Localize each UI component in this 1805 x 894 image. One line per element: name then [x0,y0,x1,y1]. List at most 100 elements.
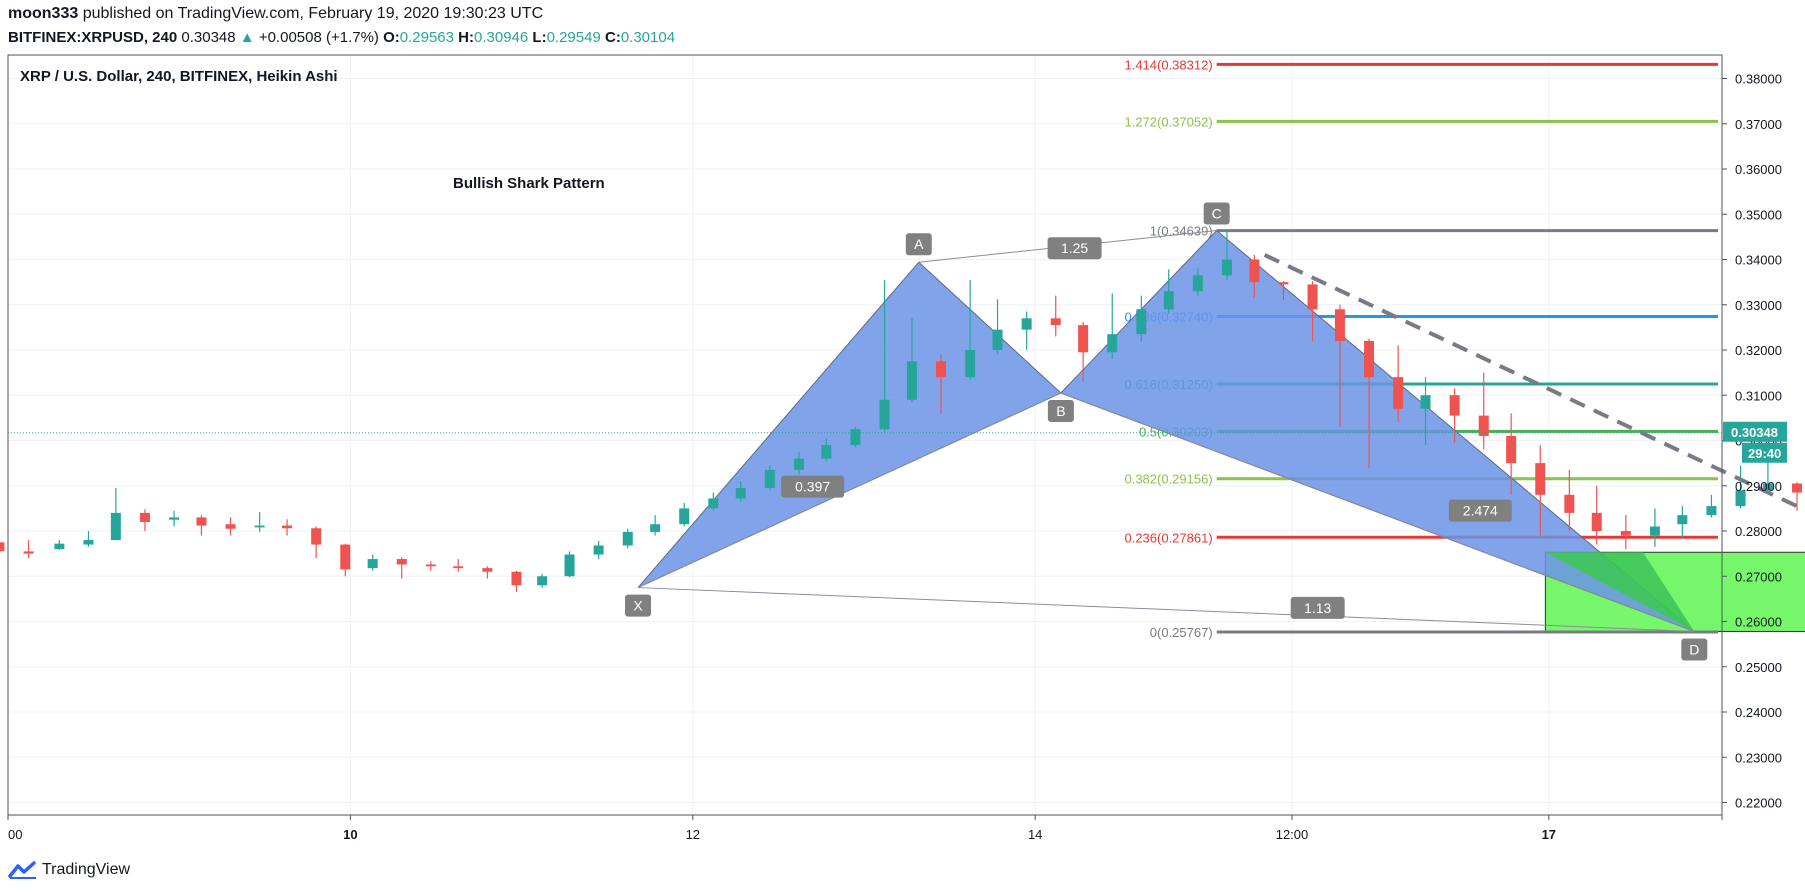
candles [0,230,1803,593]
candle-body [1163,291,1174,310]
y-tick-label: 0.28000 [1735,524,1782,539]
point-marker [1681,638,1708,661]
close-label: C: [604,29,621,46]
candle-body [1620,531,1631,536]
fib-label: 0(0.25767) [1150,625,1213,640]
pattern-connector [637,587,1695,632]
candle-body [965,350,976,378]
candle-body [1762,483,1773,491]
y-tick-label: 0.27000 [1735,569,1782,584]
candle-body [793,458,804,470]
chart-title: XRP / U.S. Dollar, 240, BITFINEX, Heikin… [20,68,338,85]
y-tick-label: 0.36000 [1735,162,1782,177]
candle-body [1334,309,1345,341]
candle-body [1792,483,1803,493]
axes: 0.38000 0.37000 0.36000 0.35000 0.34000 0.330… [7,54,1787,842]
pattern-title: Bullish Shark Pattern [453,175,605,192]
open-label: O: [383,29,400,46]
y-tick-label: 0.29000 [1735,479,1782,494]
candle-body [1192,275,1203,292]
candle-body [1677,515,1688,525]
pattern-overlap [1545,552,1695,632]
candle-body [1364,340,1375,378]
dashed-trend-line [1263,253,1805,513]
y-tick-label: 0.22000 [1735,796,1782,811]
last-price-badge [1723,421,1787,442]
ratio-label: 1.25 [1061,240,1088,256]
y-tick-label: 0.37000 [1735,117,1782,132]
candle-body [1307,284,1318,310]
x-tick-label: 14 [1028,827,1042,842]
high-value: 0.30946 [474,29,529,46]
publish-info: moon333 published on TradingView.com, Fe… [8,5,543,23]
candle-body [1021,318,1032,330]
pattern-connector [637,392,1062,589]
candle-body [1506,435,1517,464]
candle-body [1420,395,1431,409]
point-label: X [633,598,643,614]
candle-body [453,566,464,569]
candle-body [1564,494,1575,513]
y-tick-label: 0.33000 [1735,298,1782,313]
candle-body [1449,395,1460,416]
candle-body [83,540,94,545]
change-arrow-icon: ▲ [239,29,255,46]
ratio-marker [1290,596,1345,619]
symbol-name: BITFINEX:XRPUSD, 240 [8,29,178,46]
candle-body [735,488,746,499]
candle-body [23,551,34,554]
tradingview-logo[interactable]: TradingView [8,860,130,880]
candle-body [482,568,493,572]
candle-body [511,571,522,586]
shark-pattern [637,229,1695,632]
x-tick-label: 12 [686,827,700,842]
candle-body [1535,463,1546,495]
candle-body [196,517,207,526]
candle-body [537,576,548,586]
candle-body [1706,506,1717,516]
y-tick-label: 0.35000 [1735,207,1782,222]
candle-body [1649,526,1660,536]
candle-body [254,525,265,528]
candle-body [282,525,293,529]
publish-text: published on TradingView.com, February 1… [82,5,544,22]
countdown-badge [1742,442,1787,463]
point-marker [1203,202,1230,225]
y-tick-label: 0.26000 [1735,615,1782,630]
ratio-label: 1.13 [1304,600,1331,616]
fib-label: 1.414(0.38312) [1124,57,1212,72]
countdown-text: 29:40 [1748,446,1781,461]
x-tick-label: 17 [1542,827,1556,842]
point-label: C [1212,206,1222,222]
candle-body [1278,282,1289,285]
candle-body [564,554,575,577]
candle-body [1478,415,1489,436]
y-tick-label: 0.32000 [1735,343,1782,358]
point-label: A [914,236,924,252]
candle-body [139,512,150,522]
candle-body [764,469,775,489]
point-marker [1047,399,1074,422]
candle-body [1221,259,1232,276]
y-tick-label: 0.38000 [1735,72,1782,87]
low-label: L: [532,29,547,46]
candle-body [0,542,5,552]
author-name[interactable]: moon333 [8,5,79,22]
candle-body [622,531,633,546]
candle-body [1591,512,1602,531]
ratio-label: 2.474 [1463,503,1498,519]
point-label: D [1689,641,1699,657]
y-tick-label: 0.34000 [1735,253,1782,268]
candle-body [1249,259,1260,283]
fib-label: 0.382(0.29156) [1124,472,1212,487]
ratio-marker [1448,499,1512,522]
candle-body [225,524,236,529]
x-tick-label: 12:00 [1276,827,1309,842]
ratio-label: 0.397 [795,479,830,495]
x-tick-label: 10 [343,827,357,842]
low-value: 0.29549 [546,29,601,46]
tradingview-logo-icon [8,861,36,879]
high-label: H: [458,29,474,46]
close-value: 0.30104 [620,29,676,46]
